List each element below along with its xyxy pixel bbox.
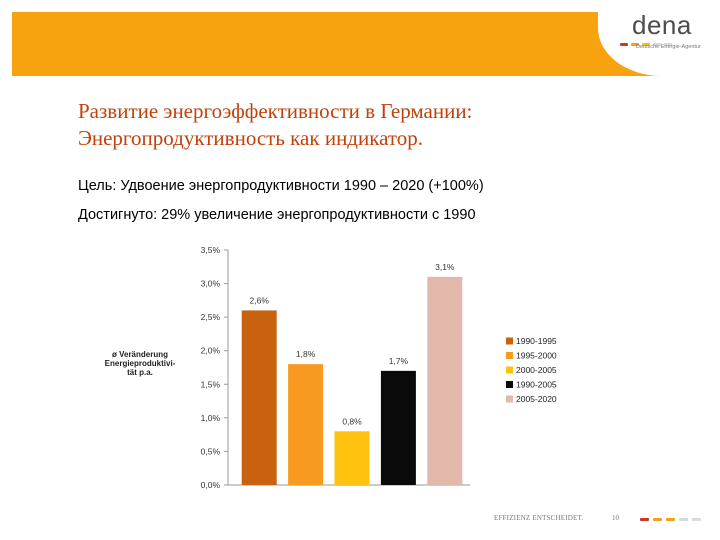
legend-swatch <box>506 381 513 388</box>
bar-1990-2005 <box>381 371 416 485</box>
y-tick-label: 2,5% <box>201 312 221 322</box>
legend-label: 1990-1995 <box>516 336 557 346</box>
footer-dash-5 <box>692 518 701 521</box>
data-label: 1,8% <box>296 349 316 359</box>
y-tick-label: 1,0% <box>201 413 221 423</box>
bar-1990-1995 <box>242 310 277 485</box>
legend-label: 1995-2000 <box>516 351 557 361</box>
data-label: 1,7% <box>389 356 409 366</box>
data-label: 3,1% <box>435 262 455 272</box>
page-number: 10 <box>612 514 619 522</box>
footer-dash-2 <box>653 518 662 521</box>
legend-label: 2000-2005 <box>516 365 557 375</box>
y-tick-label: 0,5% <box>201 446 221 456</box>
data-label: 0,8% <box>342 416 362 426</box>
legend-swatch <box>506 396 513 403</box>
legend-label: 2005-2020 <box>516 394 557 404</box>
footer-dash-row <box>640 518 720 522</box>
data-label: 2,6% <box>250 295 270 305</box>
legend-swatch <box>506 338 513 345</box>
footer-dash-1 <box>640 518 649 521</box>
legend-swatch <box>506 352 513 359</box>
footer-slogan: EFFIZIENZ ENTSCHEIDET. <box>494 514 583 522</box>
y-tick-label: 2,0% <box>201 346 221 356</box>
footer-dash-3 <box>666 518 675 521</box>
footer-dash-4 <box>679 518 688 521</box>
y-tick-label: 3,0% <box>201 279 221 289</box>
legend-label: 1990-2005 <box>516 380 557 390</box>
bar-2005-2020 <box>427 277 462 485</box>
bar-1995-2000 <box>288 364 323 485</box>
legend-swatch <box>506 367 513 374</box>
y-tick-label: 3,5% <box>201 245 221 255</box>
y-tick-label: 1,5% <box>201 379 221 389</box>
y-tick-label: 0,0% <box>201 480 221 490</box>
bar-2000-2005 <box>335 431 370 485</box>
